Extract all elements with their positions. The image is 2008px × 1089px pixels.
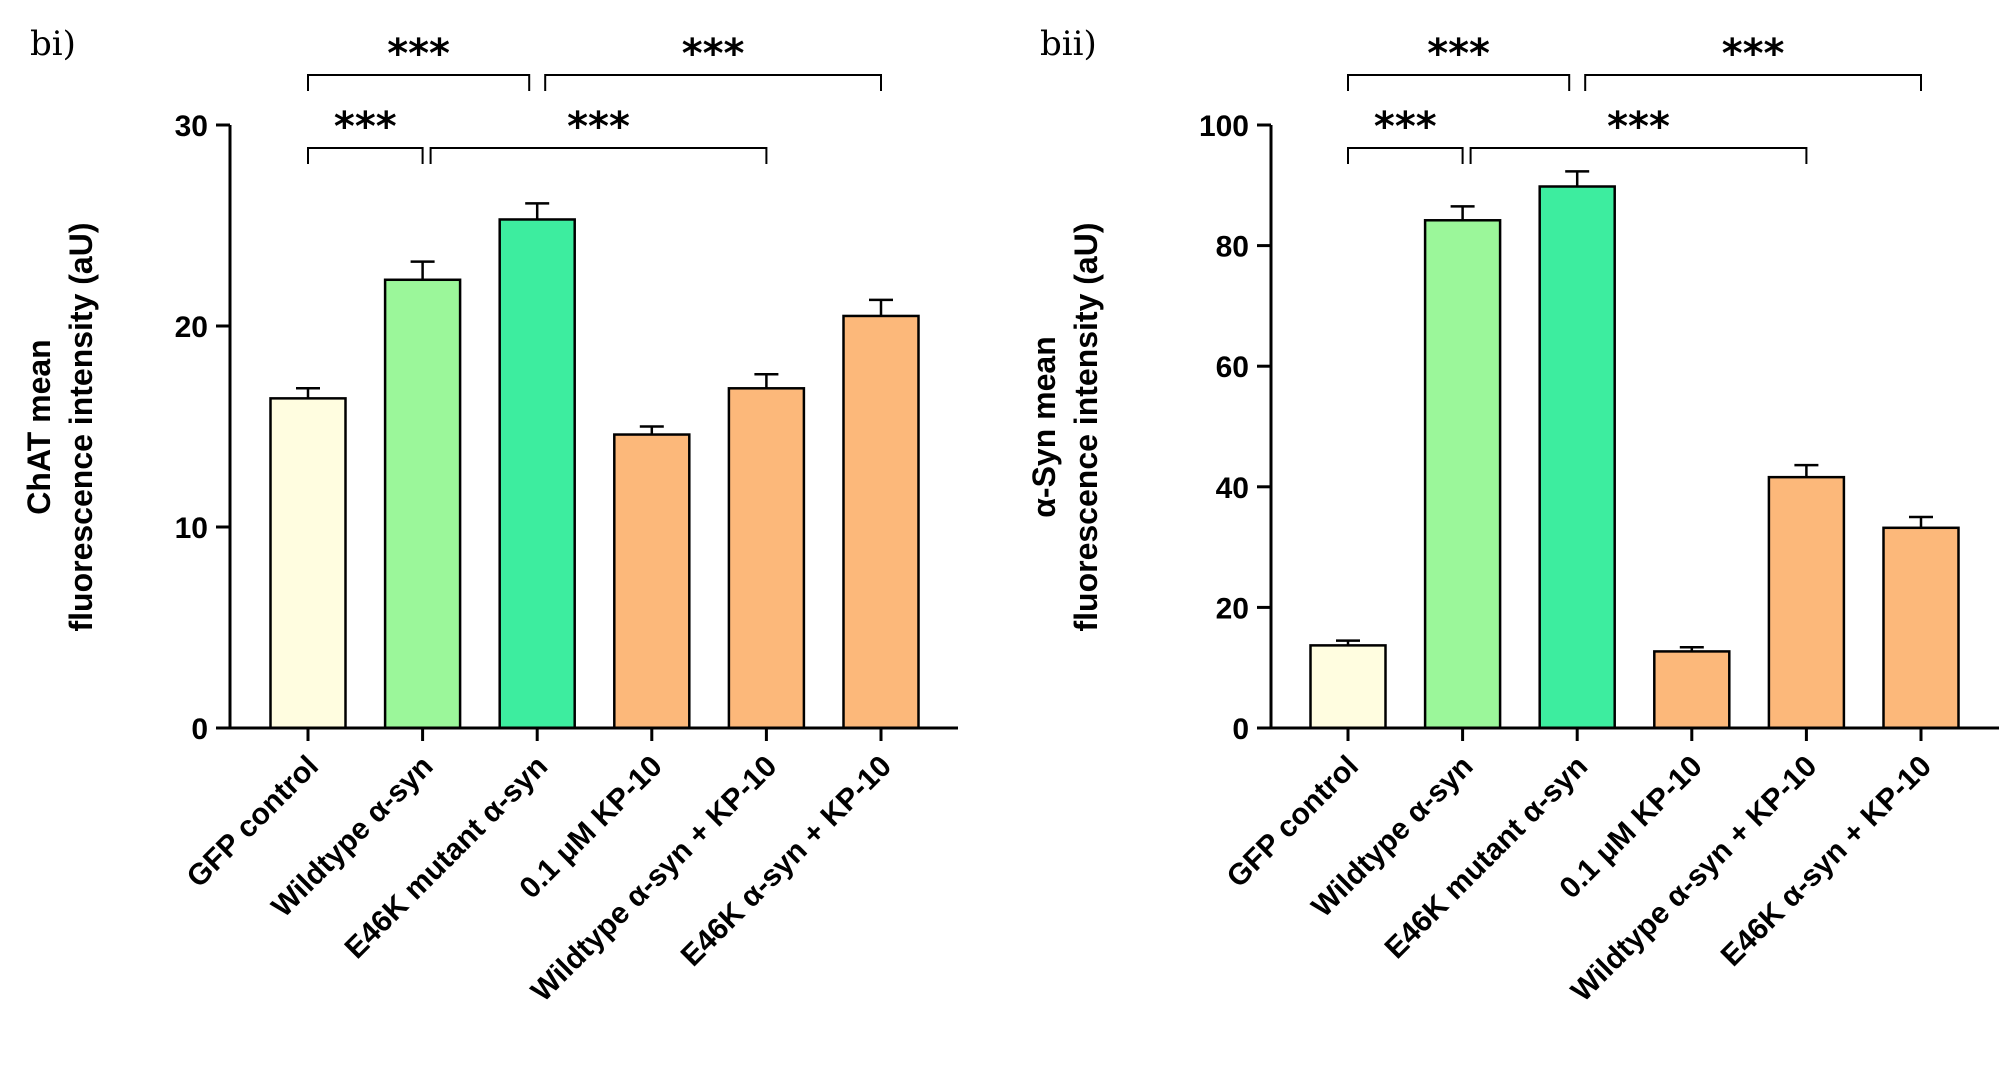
bar-3 xyxy=(498,218,576,730)
significance-bracket-2 xyxy=(1584,74,1922,91)
significance-label-3: *** xyxy=(334,104,397,150)
significance-label-1: *** xyxy=(1427,31,1490,77)
significance-label-2: *** xyxy=(682,31,745,77)
category-label-6: E46K α-syn + KP-10 xyxy=(675,750,898,973)
significance-label-4: *** xyxy=(1607,104,1670,150)
y-tick-label: 20 xyxy=(1216,592,1249,625)
y-tick-label: 100 xyxy=(1199,110,1249,143)
chart-panel-bi: bi) ChAT mean fluorescence intensity (aU) 0… xyxy=(21,24,958,1008)
bar-1 xyxy=(269,397,347,730)
bar-1 xyxy=(1309,644,1387,730)
y-axis-label-line-2: fluorescence intensity (aU) xyxy=(1068,223,1104,632)
bar-5 xyxy=(1767,475,1846,730)
category-label-3: E46K mutant α-syn xyxy=(1379,750,1595,966)
y-tick-label: 0 xyxy=(1232,713,1249,746)
panel-label: bi) xyxy=(30,24,76,64)
significance-label-3: *** xyxy=(1374,104,1437,150)
y-tick-label: 10 xyxy=(175,512,208,545)
significance-label-1: *** xyxy=(387,31,450,77)
significance-bracket-4 xyxy=(1469,147,1808,164)
chart-panel-bii: bii) α-Syn mean fluorescence intensity (aU… xyxy=(1026,24,1999,1008)
panel-label: bii) xyxy=(1040,24,1097,64)
bar-4 xyxy=(613,433,691,730)
y-tick-label: 20 xyxy=(175,311,208,344)
significance-bracket-2 xyxy=(544,74,882,91)
bar-5 xyxy=(727,387,806,730)
bar-6 xyxy=(1882,526,1960,730)
y-tick-label: 80 xyxy=(1216,231,1249,264)
y-axis-label-line-1: α-Syn mean xyxy=(1026,336,1062,518)
significance-label-2: *** xyxy=(1722,31,1785,77)
bar-2 xyxy=(1423,219,1502,730)
bar-2 xyxy=(383,278,462,730)
category-label-6: E46K α-syn + KP-10 xyxy=(1715,750,1938,973)
significance-bracket-4 xyxy=(429,147,768,164)
y-axis-label-line-2: fluorescence intensity (aU) xyxy=(63,223,99,632)
y-tick-label: 40 xyxy=(1216,472,1249,505)
significance-bracket-1 xyxy=(307,74,531,91)
y-tick-label: 60 xyxy=(1216,351,1249,384)
bar-3 xyxy=(1538,185,1616,730)
significance-label-4: *** xyxy=(567,104,630,150)
significance-bracket-3 xyxy=(307,147,424,164)
y-tick-label: 30 xyxy=(175,110,208,143)
significance-bracket-1 xyxy=(1347,74,1571,91)
y-axis-label-line-1: ChAT mean xyxy=(21,339,57,514)
category-label-3: E46K mutant α-syn xyxy=(339,750,555,966)
bar-6 xyxy=(842,314,920,730)
y-tick-label: 0 xyxy=(191,713,208,746)
bar-4 xyxy=(1653,650,1731,730)
significance-bracket-3 xyxy=(1347,147,1464,164)
